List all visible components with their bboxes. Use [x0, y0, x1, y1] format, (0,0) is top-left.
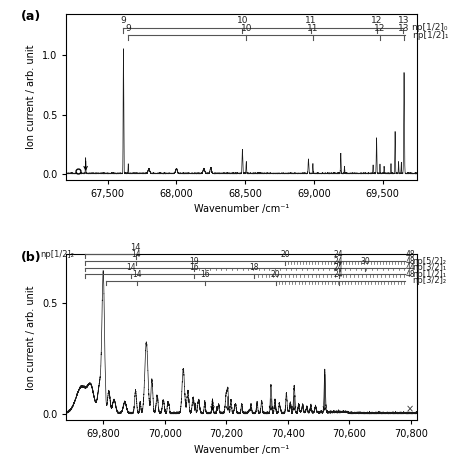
X-axis label: Wavenumber /cm⁻¹: Wavenumber /cm⁻¹: [194, 445, 289, 455]
Text: np[1/2]₂: np[1/2]₂: [40, 250, 74, 259]
Text: np[5/2]₂: np[5/2]₂: [412, 256, 447, 266]
Text: np[1/2]₀: np[1/2]₀: [411, 23, 448, 32]
Text: np[3/2]₂: np[3/2]₂: [412, 276, 447, 286]
Text: 19: 19: [189, 257, 199, 266]
Text: 14: 14: [131, 250, 140, 259]
Text: 14: 14: [130, 243, 141, 252]
Text: 11: 11: [305, 16, 316, 25]
Text: 24: 24: [334, 257, 344, 266]
Text: 24: 24: [334, 263, 344, 272]
Text: 14: 14: [132, 270, 142, 279]
Text: (a): (a): [21, 11, 41, 23]
X-axis label: Wavenumber /cm⁻¹: Wavenumber /cm⁻¹: [194, 204, 289, 214]
Text: 9: 9: [126, 24, 131, 33]
Text: 12: 12: [371, 16, 382, 25]
Text: 14: 14: [126, 263, 136, 272]
Text: np[3/2]₁: np[3/2]₁: [412, 263, 447, 272]
Text: 18: 18: [249, 263, 259, 272]
Text: 48: 48: [406, 270, 415, 279]
Text: 9: 9: [120, 16, 126, 25]
Text: 30: 30: [360, 257, 370, 266]
Text: 11: 11: [307, 24, 319, 33]
Text: 20: 20: [271, 270, 281, 279]
Text: 48: 48: [406, 250, 415, 259]
Text: (b): (b): [21, 251, 41, 264]
Text: 10: 10: [240, 24, 252, 33]
Text: 16: 16: [200, 270, 210, 279]
Text: np[1/2]₁: np[1/2]₁: [412, 270, 447, 279]
Text: 12: 12: [374, 24, 386, 33]
Text: 10: 10: [237, 16, 248, 25]
Text: 20: 20: [280, 250, 290, 259]
Text: 44: 44: [406, 263, 416, 272]
Text: 13: 13: [398, 16, 409, 25]
Text: ×: ×: [405, 404, 413, 414]
Text: 48: 48: [406, 257, 415, 266]
Y-axis label: Ion current / arb. unit: Ion current / arb. unit: [27, 44, 36, 149]
Text: 24: 24: [334, 250, 344, 259]
Y-axis label: Ion current / arb. unit: Ion current / arb. unit: [27, 285, 36, 390]
Text: 13: 13: [398, 24, 410, 33]
Text: 24: 24: [334, 270, 344, 279]
Text: 16: 16: [189, 263, 199, 272]
Text: np[1/2]₁: np[1/2]₁: [412, 31, 449, 40]
